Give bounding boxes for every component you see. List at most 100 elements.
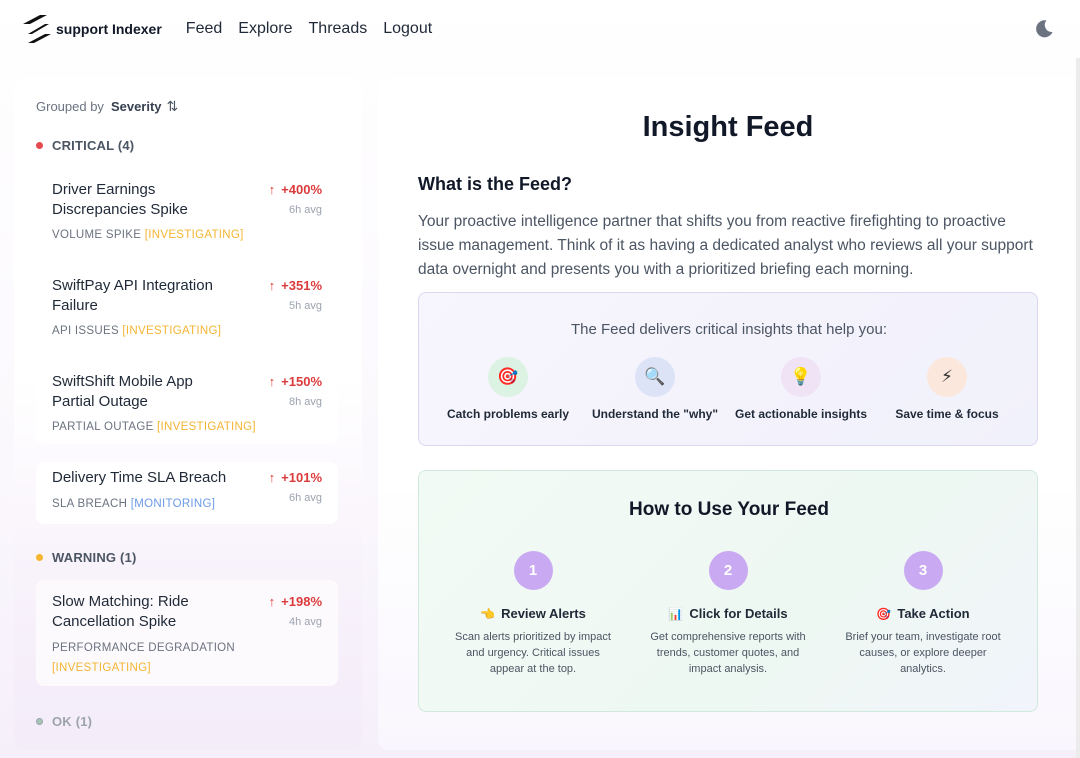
warning-dot-icon	[36, 554, 43, 561]
lightbulb-icon: 💡	[781, 357, 821, 397]
alert-change: ↑ +150%	[269, 374, 322, 389]
target-icon: 🎯	[876, 607, 892, 621]
alert-change: ↑ +101%	[269, 470, 322, 485]
alert-change-value: +400%	[281, 182, 322, 197]
alert-change-value: +351%	[281, 278, 322, 293]
alert-avg: 6h avg	[288, 204, 322, 216]
alert-status: [INVESTIGATING]	[122, 325, 222, 337]
lightning-icon: ⚡	[927, 357, 967, 397]
magnifier-icon: 🔍	[635, 357, 675, 397]
logo-slash-icon	[23, 15, 51, 43]
feature-label: Understand the "why"	[591, 407, 719, 421]
step-number: 1	[513, 551, 553, 590]
step-desc: Brief your team, investigate root causes…	[845, 631, 1001, 675]
step-desc: Get comprehensive reports with trends, c…	[650, 631, 806, 675]
top-navbar: support Indexer Feed Explore Threads Log…	[0, 0, 1080, 58]
alert-avg: 8h avg	[288, 396, 322, 408]
alert-title: SwiftPay API Integration Failure	[52, 277, 213, 314]
feature-understand-why: 🔍 Understand the "why"	[580, 357, 730, 421]
alert-avg: 6h avg	[288, 492, 322, 504]
brand-logo[interactable]: support Indexer	[20, 12, 162, 46]
alert-meta: PERFORMANCE DEGRADATION [INVESTIGATING]	[52, 638, 252, 678]
how-to-use-box: How to Use Your Feed 1 👈 Review Alerts Sc…	[418, 470, 1038, 712]
group-by-label: Grouped by	[36, 99, 104, 114]
alert-change: ↑ +400%	[269, 182, 322, 197]
bar-chart-icon: 📊	[668, 607, 684, 621]
alert-category: SLA BREACH	[52, 498, 128, 510]
step-title-text: Click for Details	[689, 606, 788, 621]
main-panel: Insight Feed What is the Feed? Your proa…	[378, 78, 1078, 750]
what-is-feed-heading: What is the Feed?	[418, 174, 573, 194]
feature-label: Save time & focus	[895, 407, 999, 421]
step-title: 👈 Review Alerts	[438, 606, 628, 621]
feature-save-time: ⚡ Save time & focus	[872, 357, 1022, 421]
alert-avg: 5h avg	[288, 300, 322, 312]
alert-category: PERFORMANCE DEGRADATION	[52, 642, 236, 654]
nav-explore[interactable]: Explore	[238, 20, 293, 37]
sort-arrows-icon[interactable]: ⇅	[166, 98, 179, 114]
alert-card[interactable]: Driver Earnings Discrepancies Spike ↑ +40…	[36, 174, 338, 252]
group-critical-label: CRITICAL (4)	[52, 138, 135, 153]
alert-card[interactable]: Slow Matching: Ride Cancellation Spike ↑…	[36, 580, 338, 686]
arrow-up-icon: ↑	[268, 470, 276, 485]
feed-intro-text: Your proactive intelligence partner that…	[418, 213, 1033, 278]
alert-title: Slow Matching: Ride Cancellation Spike	[52, 593, 189, 630]
alert-change: ↑ +351%	[269, 278, 322, 293]
arrow-up-icon: ↑	[268, 182, 276, 197]
alert-category: PARTIAL OUTAGE	[52, 421, 154, 433]
group-ok-label: OK (1)	[52, 714, 93, 729]
step-desc: Scan alerts prioritized by impact and ur…	[455, 631, 611, 675]
feature-catch-early: 🎯 Catch problems early	[433, 357, 583, 421]
target-icon: 🎯	[488, 357, 528, 397]
alert-avg: 4h avg	[288, 616, 322, 628]
alert-change-value: +150%	[281, 374, 322, 389]
group-critical[interactable]: CRITICAL (4)	[36, 138, 134, 153]
step-review-alerts: 1 👈 Review Alerts Scan alerts prioritized…	[438, 551, 628, 677]
alert-card[interactable]: Delivery Time SLA Breach ↑ +101% 6h avg S…	[36, 462, 338, 524]
alert-title: Driver Earnings Discrepancies Spike	[52, 181, 188, 218]
benefits-lead: The Feed delivers critical insights that…	[571, 321, 887, 338]
alert-change-value: +101%	[281, 470, 322, 485]
arrow-up-icon: ↑	[268, 374, 276, 389]
nav-logout[interactable]: Logout	[383, 20, 433, 37]
alert-status: [INVESTIGATING]	[52, 662, 151, 674]
group-by-control[interactable]: Grouped by Severity ⇅	[36, 98, 178, 115]
page-scrollbar[interactable]	[1076, 58, 1080, 758]
alert-meta: SLA BREACH [MONITORING]	[52, 494, 272, 514]
page-title: Insight Feed	[642, 111, 814, 143]
step-click-details: 2 📊 Click for Details Get comprehensive r…	[633, 551, 823, 677]
alert-change: ↑ +198%	[269, 594, 322, 609]
alerts-sidebar: Grouped by Severity ⇅ CRITICAL (4) Drive…	[14, 78, 362, 750]
alert-status: [MONITORING]	[130, 498, 216, 510]
alert-card[interactable]: SwiftPay API Integration Failure ↑ +351% …	[36, 270, 338, 348]
nav-feed[interactable]: Feed	[185, 20, 223, 37]
alert-meta: API ISSUES [INVESTIGATING]	[52, 321, 272, 341]
pointing-hand-icon: 👈	[480, 607, 496, 621]
alert-status: [INVESTIGATING]	[144, 229, 244, 241]
how-to-use-heading: How to Use Your Feed	[629, 499, 829, 520]
alert-title: SwiftShift Mobile App Partial Outage	[52, 373, 193, 410]
group-warning[interactable]: WARNING (1)	[36, 550, 137, 565]
alert-meta: PARTIAL OUTAGE [INVESTIGATING]	[52, 417, 272, 437]
step-number: 2	[708, 551, 748, 590]
step-take-action: 3 🎯 Take Action Brief your team, investig…	[828, 551, 1018, 677]
group-ok[interactable]: OK (1)	[36, 714, 92, 729]
feature-label: Get actionable insights	[734, 407, 868, 421]
alert-status: [INVESTIGATING]	[157, 421, 256, 433]
moon-icon[interactable]	[1034, 19, 1054, 39]
ok-dot-icon	[36, 718, 43, 725]
group-by-value: Severity	[110, 99, 162, 114]
feature-label: Catch problems early	[446, 407, 570, 421]
alert-title: Delivery Time SLA Breach	[52, 469, 227, 486]
step-title-text: Take Action	[897, 606, 970, 621]
step-title-text: Review Alerts	[501, 606, 586, 621]
alert-meta: VOLUME SPIKE [INVESTIGATING]	[52, 225, 272, 245]
benefits-box: The Feed delivers critical insights that…	[418, 292, 1038, 446]
critical-dot-icon	[36, 142, 43, 149]
step-title: 🎯 Take Action	[828, 606, 1018, 621]
brand-name: support Indexer	[56, 21, 162, 37]
feature-actionable: 💡 Get actionable insights	[726, 357, 876, 421]
arrow-up-icon: ↑	[268, 278, 276, 293]
nav-threads[interactable]: Threads	[308, 20, 368, 37]
alert-card[interactable]: SwiftShift Mobile App Partial Outage ↑ +1…	[36, 366, 338, 444]
